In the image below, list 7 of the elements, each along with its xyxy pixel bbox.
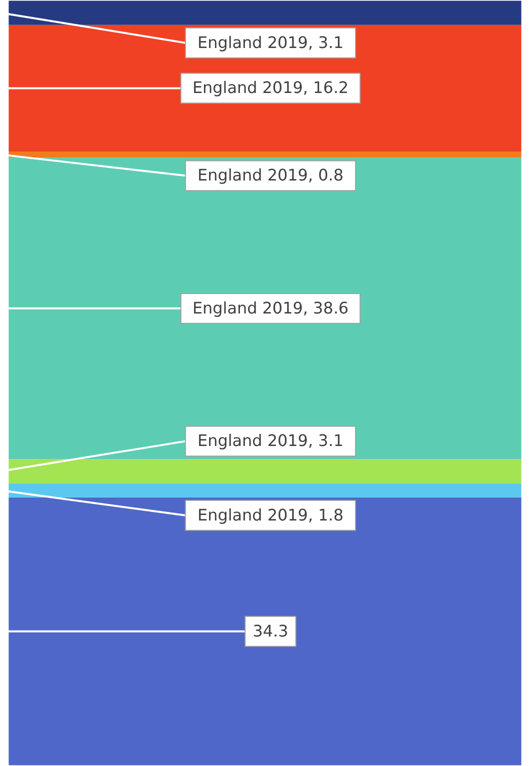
data-label: England 2019, 3.1 xyxy=(198,431,344,450)
data-label: England 2019, 16.2 xyxy=(192,78,349,98)
data-label: 34.3 xyxy=(252,621,288,640)
data-label: England 2019, 3.1 xyxy=(198,32,344,52)
data-label: England 2019, 0.8 xyxy=(198,166,344,185)
data-label: England 2019, 1.8 xyxy=(198,505,344,524)
data-label: England 2019, 38.6 xyxy=(192,298,349,318)
